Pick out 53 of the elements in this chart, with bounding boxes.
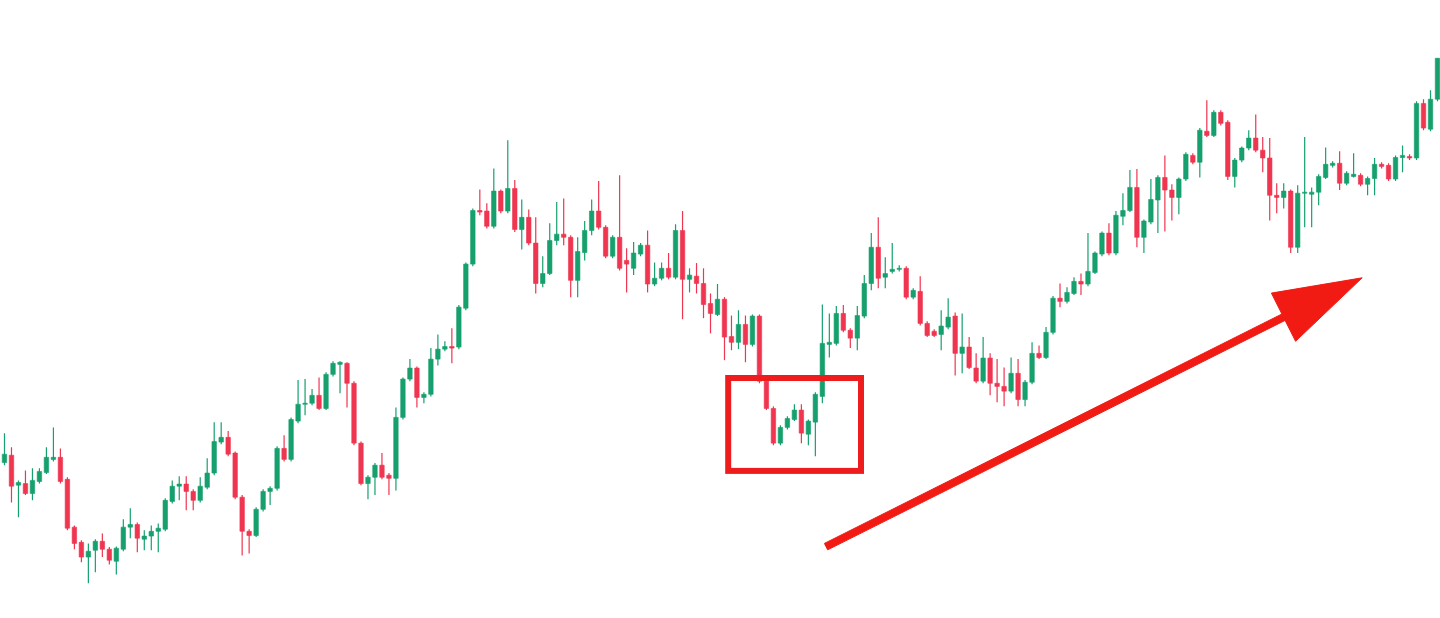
candlestick: [176, 475, 182, 501]
candlestick: [22, 469, 28, 496]
candlestick: [1106, 222, 1112, 256]
candlestick: [15, 479, 21, 518]
candlestick: [1274, 182, 1280, 214]
candlestick: [1169, 183, 1175, 222]
candlestick: [959, 312, 965, 374]
candlestick: [735, 309, 741, 350]
candlestick: [742, 314, 748, 363]
candlestick: [1204, 99, 1210, 138]
candlestick: [973, 352, 979, 384]
candlestick: [687, 267, 693, 294]
candlestick: [1078, 272, 1084, 296]
candlestick: [652, 261, 658, 287]
candlestick: [889, 242, 895, 275]
candlestick: [714, 283, 721, 317]
candlestick: [882, 256, 888, 289]
candlestick: [1400, 144, 1406, 173]
candlestick: [519, 198, 525, 250]
candlestick: [1008, 356, 1014, 394]
candlestick: [707, 292, 714, 334]
candlestick: [29, 467, 35, 501]
candlestick: [777, 424, 783, 446]
candlestick: [728, 314, 735, 351]
candlestick: [1162, 154, 1168, 233]
candlestick: [1393, 154, 1399, 182]
candlestick: [666, 252, 672, 280]
candlestick: [1, 432, 8, 466]
candlestick: [561, 197, 567, 246]
candlestick: [1036, 344, 1042, 360]
candlestick: [631, 241, 637, 276]
candlestick: [1057, 282, 1063, 308]
candlestick: [1365, 175, 1371, 196]
candlestick: [316, 376, 322, 411]
candlestick: [43, 446, 49, 475]
candlestick: [980, 336, 986, 384]
candlestick: [1372, 157, 1378, 196]
candlestick: [50, 426, 56, 463]
candlestick: [693, 262, 700, 295]
candlestick: [700, 267, 707, 319]
candlestick: [449, 327, 455, 364]
candlestick: [85, 542, 91, 584]
candlestick: [798, 403, 804, 444]
candlestick: [1337, 150, 1343, 191]
candlestick: [1281, 182, 1287, 210]
candlestick: [281, 434, 287, 463]
candlestick: [92, 538, 98, 573]
candlestick: [134, 521, 140, 553]
candlestick: [610, 234, 616, 259]
candlestick: [596, 180, 602, 231]
candlestick: [505, 139, 511, 214]
candlestick: [966, 336, 972, 370]
candlestick: [1211, 109, 1217, 138]
